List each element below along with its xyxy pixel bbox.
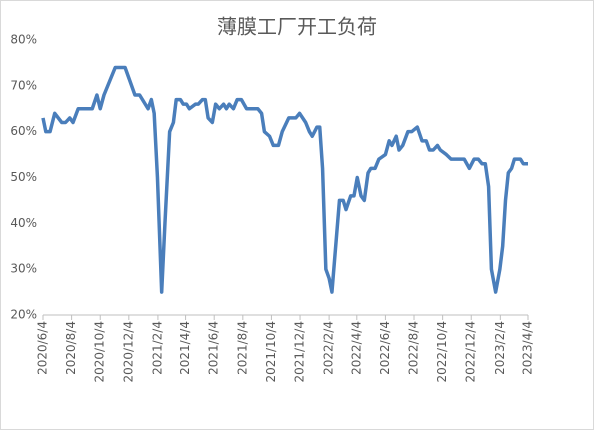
x-tick-label: 2022/8/4 [407,321,421,375]
x-tick-label: 2023/2/4 [493,321,507,375]
x-tick-label: 2021/12/4 [293,321,307,383]
x-tick-label: 2021/10/4 [264,321,278,383]
y-tick-label: 50% [10,170,37,184]
y-tick-label: 40% [10,216,37,230]
x-tick-label: 2023/4/4 [521,321,535,375]
x-tick-label: 2022/4/4 [349,321,363,375]
x-tick-label: 2021/4/4 [178,321,192,375]
x-tick-label: 2022/12/4 [464,321,478,383]
x-tick-label: 2022/6/4 [378,321,392,375]
x-tick-label: 2021/8/4 [235,321,249,375]
x-tick-label: 2021/6/4 [207,321,221,375]
x-tick-label: 2021/2/4 [150,321,164,375]
x-tick-label: 2022/2/4 [322,321,336,375]
x-tick-label: 2020/6/4 [36,321,50,375]
x-tick-label: 2020/10/4 [93,321,107,383]
y-tick-label: 70% [10,78,37,92]
y-tick-label: 30% [10,262,37,276]
x-tick-label: 2022/10/4 [435,321,449,383]
x-tick-label: 2020/8/4 [64,321,78,375]
chart-title: 薄膜工厂开工负荷 [217,15,377,39]
y-tick-label: 80% [10,33,37,47]
y-tick-label: 60% [10,124,37,138]
y-tick-label: 20% [10,308,37,322]
x-tick-label: 2020/12/4 [121,321,135,383]
data-line [41,65,528,294]
